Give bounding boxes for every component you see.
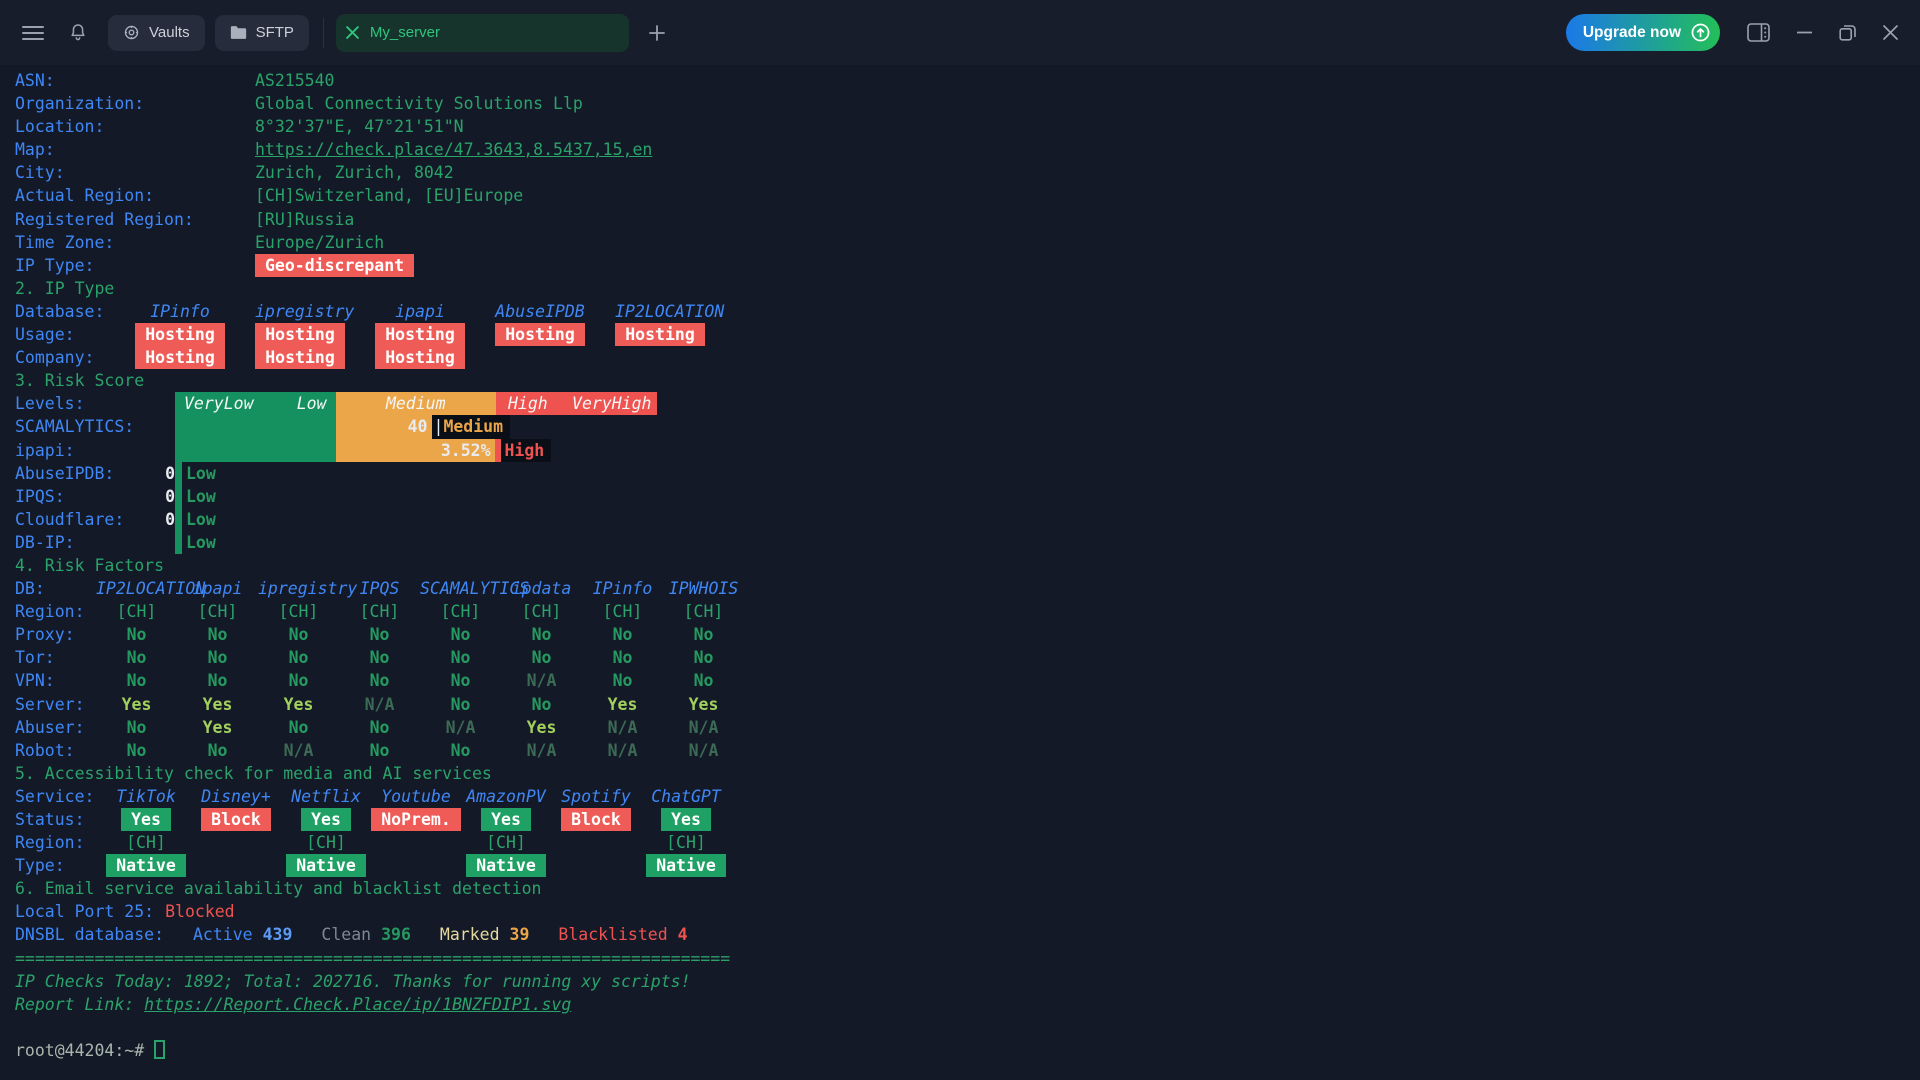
info-row: Registered Region: [RU]Russia <box>15 209 355 229</box>
blank-line <box>15 1016 1920 1039</box>
tab-sftp[interactable]: SFTP <box>214 14 309 51</box>
bell-icon[interactable] <box>68 22 88 43</box>
risk-levels-row: Levels: VeryLow Low Medium High VeryHigh <box>15 392 1920 416</box>
info-row: Time Zone: Europe/Zurich <box>15 232 385 252</box>
port25-row: Local Port 25: Blocked <box>15 902 235 922</box>
upgrade-arrow-icon <box>1690 22 1711 43</box>
risk-score-row: AbuseIPDB: 0 Low <box>15 461 1920 485</box>
dnsbl-clean: Clean 396 <box>321 925 411 945</box>
tab-vaults-label: Vaults <box>149 24 190 41</box>
s4-row: Region: [CH] [CH] [CH] [CH] [CH] [CH] [CH] [CH] <box>15 602 724 622</box>
risk-score-row: DB-IP: Low <box>15 530 1920 554</box>
s4-row: Abuser: No Yes No No N/A Yes N/A N/A <box>15 717 719 737</box>
shell-prompt: root@44204:~# <box>15 1040 145 1060</box>
prompt-row: root@44204:~# <box>15 1039 1920 1062</box>
close-tab-icon[interactable] <box>346 26 359 39</box>
tab-my-server[interactable]: My_server <box>335 13 629 52</box>
risk-score-row: SCAMALYTICS: 40 |Medium <box>15 415 1920 439</box>
s2-header-row: Database: IPinfo ipregistry ipapi AbuseIPDB I… <box>15 301 725 321</box>
s4-row: Tor: No No No No No No No No <box>15 648 714 668</box>
risk-score-row: ipapi: 3.52% High <box>15 438 1920 462</box>
s5-status-row: Status: Yes Block Yes NoPrem. Yes Block Yes <box>15 808 1920 832</box>
dnsbl-row: DNSBL database: Active 439 Clean 396 Marked 39… <box>15 925 688 945</box>
s4-header-row: DB: IP2LOCATIONipapi ipregistry IPQS SCAMALY… <box>15 579 739 599</box>
tab-sftp-label: SFTP <box>255 24 294 41</box>
section-title: 3. Risk Score <box>15 371 145 391</box>
section-title: 6. Email service availability and blackl… <box>15 879 542 899</box>
section-title: 2. IP Type <box>15 278 115 298</box>
s5-region-row: Region: [CH] [CH] [CH] [CH] <box>15 833 706 853</box>
risk-score-row: IPQS: 0 Low <box>15 484 1920 508</box>
s2-usage-row: Usage: Hosting Hosting Hosting Hosting Hostin… <box>15 323 1920 347</box>
upgrade-now-label: Upgrade now <box>1582 23 1681 41</box>
info-row: Organization: Global Connectivity Solutio… <box>15 94 583 114</box>
info-row: Actual Region: [CH]Switzerland, [EU]Europ… <box>15 186 524 206</box>
section-title: 5. Accessibility check for media and AI … <box>15 763 492 783</box>
section-title: 4. Risk Factors <box>15 555 165 575</box>
info-row: City: Zurich, Zurich, 8042 <box>15 163 454 183</box>
s5-header-row: Service: TikTok Disney+ Netflix Youtube Amazo… <box>15 786 721 806</box>
vault-icon <box>123 24 140 41</box>
map-link[interactable]: https://check.place/47.3643,8.5437,15,en <box>255 140 653 160</box>
s5-type-row: Type: Native Native Native Native <box>15 854 1920 878</box>
terminal-output[interactable]: ASN: AS215540 Organization: Global Connect… <box>0 65 1920 1080</box>
minimize-icon[interactable] <box>1797 31 1812 34</box>
upgrade-now-button[interactable]: Upgrade now <box>1565 14 1720 51</box>
restore-icon[interactable] <box>1839 24 1856 41</box>
tab-separator <box>322 17 324 48</box>
title-bar: Vaults SFTP My_server Upgrade now <box>0 0 1920 65</box>
tab-my-server-label: My_server <box>369 24 440 41</box>
s4-row: Robot: No No N/A No No N/A N/A N/A <box>15 740 719 760</box>
s4-row: Server: Yes Yes Yes N/A No No Yes Yes <box>15 694 719 714</box>
s4-row: VPN: No No No No No N/A No No <box>15 671 714 691</box>
folder-icon <box>230 25 247 40</box>
s4-row: Proxy: No No No No No No No No <box>15 625 714 645</box>
s2-company-row: Company: Hosting Hosting Hosting <box>15 346 1920 370</box>
hamburger-menu-icon[interactable] <box>22 25 44 41</box>
geo-discrepant-badge: Geo-discrepant <box>255 253 415 277</box>
risk-score-row: Cloudflare: 0 Low <box>15 507 1920 531</box>
info-row: ASN: AS215540 <box>15 71 335 90</box>
ip-type-row: IP Type: Geo-discrepant <box>15 253 1920 277</box>
separator-line: ========================================… <box>15 948 731 968</box>
panel-toggle-icon[interactable] <box>1747 23 1770 42</box>
report-link-row: Report Link: https://Report.Check.Place/… <box>15 994 572 1014</box>
report-link[interactable]: https://Report.Check.Place/ip/1BNZFDIP1.… <box>144 994 572 1014</box>
close-window-icon[interactable] <box>1883 25 1898 40</box>
dnsbl-marked: Marked 39 <box>439 925 530 945</box>
dnsbl-blacklisted: Blacklisted 4 <box>558 925 688 945</box>
info-row-map: Map: https://check.place/47.3643,8.5437,1… <box>15 140 653 160</box>
tab-vaults[interactable]: Vaults <box>108 14 205 51</box>
add-tab-icon[interactable] <box>649 24 665 41</box>
terminal-cursor[interactable] <box>154 1040 166 1060</box>
footer-note: IP Checks Today: 1892; Total: 202716. Th… <box>15 971 691 991</box>
info-row: Location: 8°32'37"E, 47°21'51"N <box>15 117 464 137</box>
dnsbl-active: Active 439 <box>193 925 293 945</box>
